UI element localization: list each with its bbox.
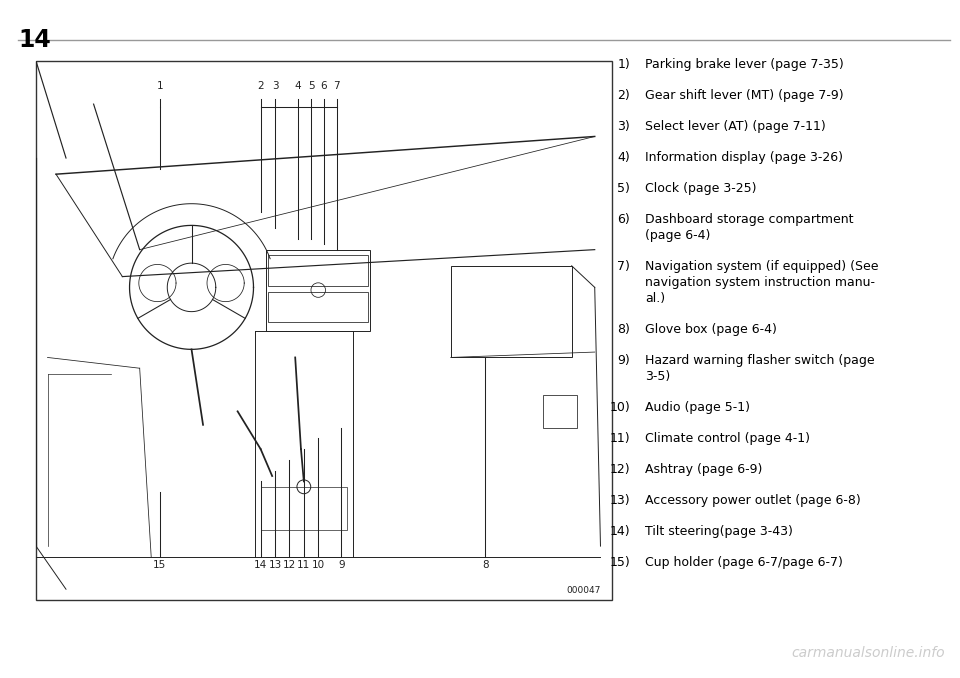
Text: 15: 15: [154, 560, 166, 570]
Text: 6): 6): [617, 213, 630, 226]
Text: Ashtray (page 6-9): Ashtray (page 6-9): [645, 463, 762, 476]
Text: 14: 14: [18, 28, 51, 52]
Text: Climate control (page 4-1): Climate control (page 4-1): [645, 432, 810, 445]
Text: Information display (page 3-26): Information display (page 3-26): [645, 151, 843, 164]
Text: 12): 12): [610, 463, 630, 476]
Text: 10: 10: [312, 560, 324, 570]
Bar: [543, 395, 578, 428]
Text: 13: 13: [269, 560, 281, 570]
Text: 9): 9): [617, 354, 630, 367]
Text: 14): 14): [610, 525, 630, 538]
Text: 12: 12: [283, 560, 296, 570]
Text: Clock (page 3-25): Clock (page 3-25): [645, 182, 756, 195]
Text: 8): 8): [617, 323, 630, 336]
Text: 3-5): 3-5): [645, 370, 670, 383]
Text: carmanualsonline.info: carmanualsonline.info: [791, 646, 945, 660]
Text: 5: 5: [308, 81, 315, 91]
Text: 000047: 000047: [566, 586, 601, 595]
Text: Gear shift lever (MT) (page 7-9): Gear shift lever (MT) (page 7-9): [645, 89, 844, 102]
Text: 2: 2: [257, 81, 264, 91]
Text: 6: 6: [321, 81, 327, 91]
Text: 11: 11: [298, 560, 310, 570]
Text: al.): al.): [645, 292, 665, 305]
Text: 3): 3): [617, 120, 630, 133]
Text: 1): 1): [617, 58, 630, 71]
Bar: [269, 256, 368, 286]
Text: Accessory power outlet (page 6-8): Accessory power outlet (page 6-8): [645, 494, 861, 507]
Text: 7: 7: [333, 81, 340, 91]
Bar: [451, 266, 572, 357]
Text: Navigation system (if equipped) (See: Navigation system (if equipped) (See: [645, 260, 878, 273]
Text: 15): 15): [610, 556, 630, 569]
Text: Audio (page 5-1): Audio (page 5-1): [645, 401, 750, 414]
Text: Cup holder (page 6-7/page 6-7): Cup holder (page 6-7/page 6-7): [645, 556, 843, 569]
Text: 1: 1: [156, 81, 163, 91]
Text: Tilt steering(page 3-43): Tilt steering(page 3-43): [645, 525, 793, 538]
Bar: [266, 250, 370, 330]
Text: navigation system instruction manu-: navigation system instruction manu-: [645, 276, 875, 289]
Text: Dashboard storage compartment: Dashboard storage compartment: [645, 213, 853, 226]
Bar: [269, 292, 368, 323]
Text: 11): 11): [610, 432, 630, 445]
Text: 13): 13): [610, 494, 630, 507]
Text: 8: 8: [482, 560, 489, 570]
Text: 2): 2): [617, 89, 630, 102]
Text: Hazard warning flasher switch (page: Hazard warning flasher switch (page: [645, 354, 875, 367]
Bar: [36, 61, 612, 600]
Text: 4: 4: [295, 81, 301, 91]
Text: 10): 10): [610, 401, 630, 414]
Text: Select lever (AT) (page 7-11): Select lever (AT) (page 7-11): [645, 120, 826, 133]
Text: 9: 9: [338, 560, 345, 570]
Text: Glove box (page 6-4): Glove box (page 6-4): [645, 323, 777, 336]
Text: 5): 5): [617, 182, 630, 195]
Text: 4): 4): [617, 151, 630, 164]
Text: (page 6-4): (page 6-4): [645, 229, 710, 242]
Text: Parking brake lever (page 7-35): Parking brake lever (page 7-35): [645, 58, 844, 71]
Text: 14: 14: [254, 560, 267, 570]
Text: 7): 7): [617, 260, 630, 273]
Text: 3: 3: [272, 81, 278, 91]
Bar: [260, 487, 348, 530]
